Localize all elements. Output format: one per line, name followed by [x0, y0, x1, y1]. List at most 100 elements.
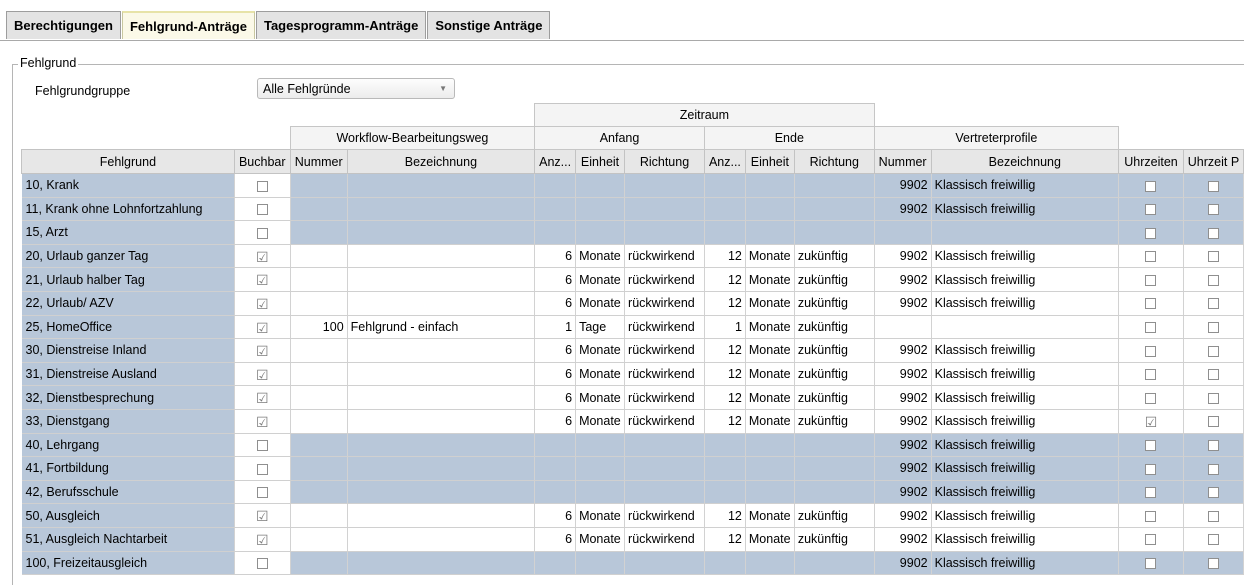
empty-checkbox-icon[interactable] — [1207, 251, 1219, 263]
cell-anfang-richtung[interactable]: rückwirkend — [624, 527, 705, 552]
cell-vertreter-bezeichnung[interactable]: Klassisch freiwillig — [931, 503, 1120, 528]
cell-vertreter-bezeichnung[interactable]: Klassisch freiwillig — [931, 385, 1120, 410]
cell-buchbar[interactable]: ☑ — [234, 267, 291, 292]
table-row[interactable]: 100, Freizeitausgleich 9902 Klassisch frei… — [21, 551, 1244, 576]
cell-ende-anzahl[interactable]: 12 — [704, 503, 746, 528]
cell-workflow-bezeichnung[interactable] — [347, 456, 536, 481]
cell-ende-anzahl[interactable]: 12 — [704, 291, 746, 316]
cell-workflow-bezeichnung[interactable] — [347, 197, 536, 222]
cell-ende-anzahl[interactable]: 12 — [704, 385, 746, 410]
cell-uhrzeit-p[interactable] — [1183, 433, 1244, 458]
cell-fehlgrund[interactable]: 32, Dienstbesprechung — [21, 385, 235, 410]
cell-workflow-nummer[interactable] — [290, 173, 348, 198]
cell-vertreter-nummer[interactable]: 9902 — [874, 527, 932, 552]
empty-checkbox-icon[interactable] — [1145, 534, 1157, 546]
table-row[interactable]: 31, Dienstreise Ausland ☑ 6 Monate rückwirke… — [21, 362, 1244, 387]
cell-anfang-anzahl[interactable] — [534, 551, 577, 576]
cell-anfang-richtung[interactable]: rückwirkend — [624, 244, 705, 269]
cell-ende-richtung[interactable]: zukünftig — [794, 409, 875, 434]
cell-ende-einheit[interactable] — [745, 220, 795, 245]
cell-vertreter-nummer[interactable]: 9902 — [874, 551, 932, 576]
empty-checkbox-icon[interactable] — [1145, 180, 1157, 192]
cell-uhrzeiten[interactable] — [1118, 244, 1184, 269]
cell-uhrzeit-p[interactable] — [1183, 480, 1244, 505]
cell-fehlgrund[interactable]: 40, Lehrgang — [21, 433, 235, 458]
cell-uhrzeit-p[interactable] — [1183, 527, 1244, 552]
cell-uhrzeiten[interactable] — [1118, 433, 1184, 458]
cell-ende-anzahl[interactable]: 12 — [704, 267, 746, 292]
cell-workflow-bezeichnung[interactable] — [347, 173, 536, 198]
cell-buchbar[interactable]: ☑ — [234, 385, 291, 410]
empty-checkbox-icon[interactable] — [1207, 322, 1219, 334]
cell-ende-richtung[interactable]: zukünftig — [794, 338, 875, 363]
cell-ende-einheit[interactable]: Monate — [745, 362, 795, 387]
empty-checkbox-icon[interactable] — [1207, 204, 1219, 216]
cell-uhrzeit-p[interactable] — [1183, 503, 1244, 528]
empty-checkbox-icon[interactable] — [1207, 463, 1219, 475]
fehlgrundgruppe-select[interactable]: Alle Fehlgründe ▼ — [257, 78, 455, 99]
cell-vertreter-bezeichnung[interactable]: Klassisch freiwillig — [931, 409, 1120, 434]
col-anfang-richtung[interactable]: Richtung — [624, 149, 705, 174]
cell-ende-richtung[interactable]: zukünftig — [794, 527, 875, 552]
cell-vertreter-nummer[interactable]: 9902 — [874, 267, 932, 292]
cell-ende-einheit[interactable] — [745, 173, 795, 198]
table-row[interactable]: 21, Urlaub halber Tag ☑ 6 Monate rückwirkend… — [21, 267, 1244, 292]
empty-checkbox-icon[interactable] — [256, 558, 268, 569]
cell-ende-einheit[interactable]: Monate — [745, 291, 795, 316]
empty-checkbox-icon[interactable] — [1145, 487, 1157, 499]
cell-workflow-nummer[interactable] — [290, 267, 348, 292]
empty-checkbox-icon[interactable] — [1207, 274, 1219, 286]
cell-uhrzeiten[interactable] — [1118, 291, 1184, 316]
col-fehlgrund[interactable]: Fehlgrund — [21, 149, 235, 174]
empty-checkbox-icon[interactable] — [256, 180, 268, 192]
cell-workflow-nummer[interactable] — [290, 551, 348, 576]
cell-anfang-richtung[interactable]: rückwirkend — [624, 503, 705, 528]
empty-checkbox-icon[interactable] — [1207, 392, 1219, 404]
cell-workflow-nummer[interactable] — [290, 291, 348, 316]
table-row[interactable]: 22, Urlaub/ AZV ☑ 6 Monate rückwirkend 12 Mona… — [21, 291, 1244, 316]
cell-workflow-bezeichnung[interactable] — [347, 267, 536, 292]
cell-ende-richtung[interactable] — [794, 433, 875, 458]
table-row[interactable]: 30, Dienstreise Inland ☑ 6 Monate rückwirken… — [21, 338, 1244, 363]
cell-vertreter-nummer[interactable]: 9902 — [874, 362, 932, 387]
empty-checkbox-icon[interactable] — [1207, 227, 1219, 239]
cell-vertreter-nummer[interactable]: 9902 — [874, 480, 932, 505]
cell-ende-einheit[interactable] — [745, 480, 795, 505]
cell-ende-richtung[interactable]: zukünftig — [794, 267, 875, 292]
cell-buchbar[interactable]: ☑ — [234, 409, 291, 434]
cell-workflow-nummer[interactable] — [290, 220, 348, 245]
cell-vertreter-nummer[interactable]: 9902 — [874, 291, 932, 316]
cell-workflow-nummer[interactable] — [290, 433, 348, 458]
cell-uhrzeiten[interactable] — [1118, 456, 1184, 481]
empty-checkbox-icon[interactable] — [1207, 487, 1219, 499]
cell-buchbar[interactable] — [234, 480, 291, 505]
cell-vertreter-nummer[interactable]: 9902 — [874, 244, 932, 269]
empty-checkbox-icon[interactable] — [1145, 298, 1157, 310]
cell-fehlgrund[interactable]: 11, Krank ohne Lohnfortzahlung — [21, 197, 235, 222]
cell-anfang-richtung[interactable] — [624, 433, 705, 458]
empty-checkbox-icon[interactable] — [1145, 251, 1157, 263]
cell-uhrzeit-p[interactable] — [1183, 362, 1244, 387]
table-row[interactable]: 51, Ausgleich Nachtarbeit ☑ 6 Monate rückwir… — [21, 527, 1244, 552]
check-icon[interactable]: ☑ — [255, 319, 269, 336]
col-vertreter-nummer[interactable]: Nummer — [873, 149, 932, 174]
cell-anfang-einheit[interactable]: Monate — [575, 527, 626, 552]
cell-uhrzeit-p[interactable] — [1183, 197, 1244, 222]
cell-ende-richtung[interactable] — [794, 197, 875, 222]
cell-uhrzeit-p[interactable] — [1183, 291, 1244, 316]
cell-anfang-richtung[interactable] — [624, 551, 705, 576]
cell-workflow-nummer[interactable] — [290, 456, 348, 481]
cell-vertreter-nummer[interactable]: 9902 — [874, 385, 932, 410]
cell-workflow-bezeichnung[interactable] — [347, 244, 536, 269]
cell-workflow-bezeichnung[interactable] — [347, 527, 536, 552]
cell-workflow-bezeichnung[interactable] — [347, 551, 536, 576]
cell-workflow-nummer[interactable] — [290, 244, 348, 269]
cell-vertreter-nummer[interactable]: 9902 — [874, 433, 932, 458]
empty-checkbox-icon[interactable] — [1145, 463, 1157, 475]
cell-anfang-einheit[interactable]: Monate — [575, 267, 626, 292]
cell-buchbar[interactable]: ☑ — [234, 362, 291, 387]
cell-anfang-richtung[interactable] — [624, 173, 705, 198]
cell-ende-anzahl[interactable] — [704, 551, 746, 576]
cell-workflow-bezeichnung[interactable] — [347, 433, 536, 458]
cell-anfang-anzahl[interactable] — [534, 456, 577, 481]
